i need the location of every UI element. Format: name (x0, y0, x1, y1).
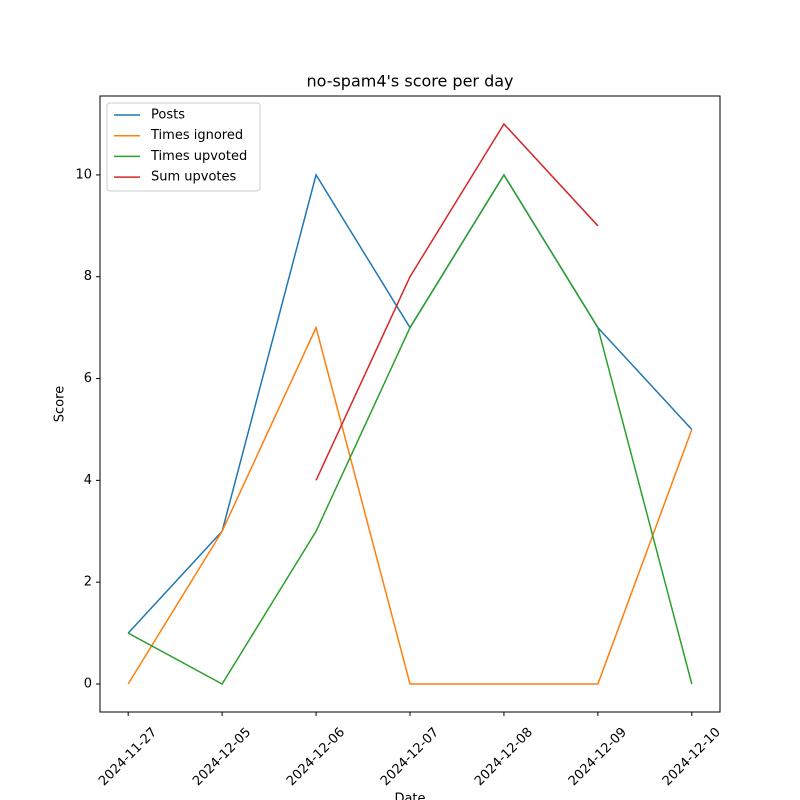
series-line (315, 122, 599, 481)
y-tick-label: 8 (84, 269, 92, 284)
x-tick-label: 2024-12-07 (378, 725, 442, 789)
x-axis-label: Date (394, 792, 425, 800)
legend-box (106, 102, 261, 192)
x-tick-label: 2024-12-05 (190, 725, 254, 789)
legend-label: Sum upvotes (151, 170, 237, 185)
y-tick-label: 6 (84, 371, 92, 386)
legend-label: Posts (151, 108, 185, 123)
chart-title: no-spam4's score per day (306, 72, 513, 91)
x-tick-label: 2024-12-08 (472, 725, 536, 789)
series-line (127, 325, 693, 685)
y-tick-label: 4 (84, 473, 92, 488)
plot-frame (99, 95, 721, 713)
x-tick-label: 2024-11-27 (96, 725, 160, 789)
y-axis-label: Score (53, 386, 68, 422)
legend-label: Times upvoted (150, 149, 247, 164)
legend: Posts Times ignored Times upvoted Sum upvot… (106, 102, 261, 192)
y-tick-label: 2 (84, 575, 92, 590)
legend-label: Times ignored (150, 128, 243, 143)
series-line (127, 173, 693, 685)
series-line (127, 173, 693, 634)
y-tick-label: 0 (84, 677, 92, 692)
x-tick-label: 2024-12-06 (284, 725, 348, 789)
x-tick-label: 2024-12-10 (660, 725, 724, 789)
y-tick-label: 10 (75, 167, 92, 182)
x-tick-label: 2024-12-09 (566, 725, 630, 789)
